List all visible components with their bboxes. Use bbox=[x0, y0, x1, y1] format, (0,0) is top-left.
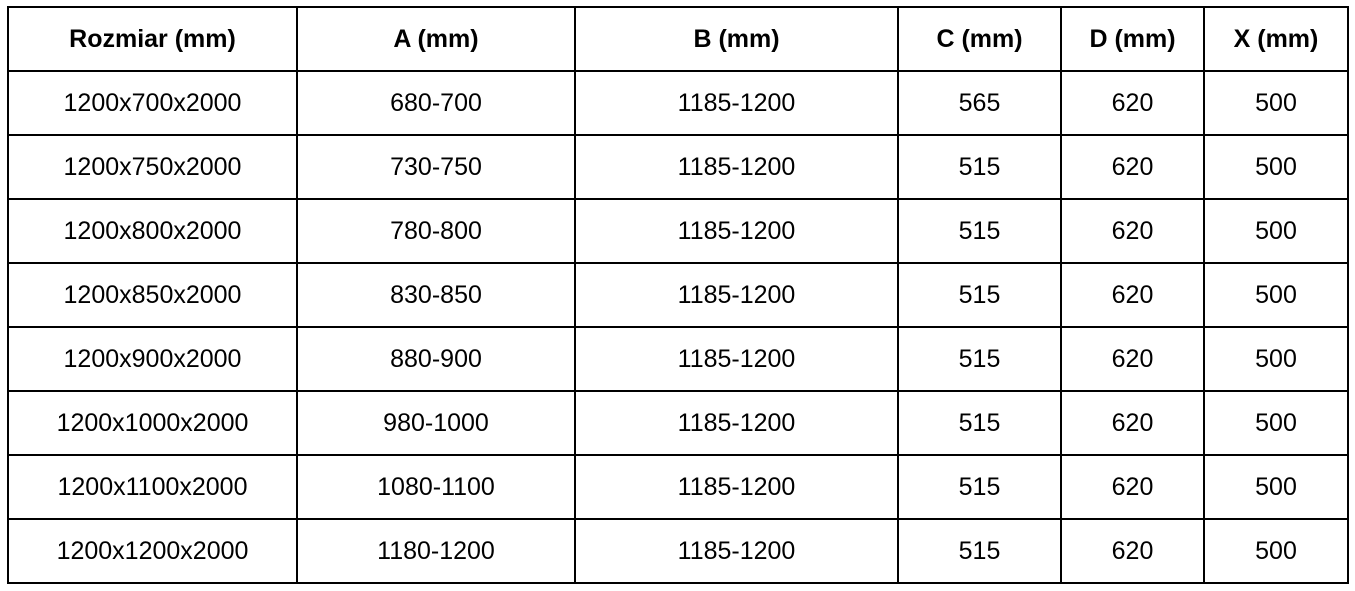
table-row: 1200x800x2000 780-800 1185-1200 515 620 500 bbox=[7, 198, 1349, 264]
cell-a: 1080-1100 bbox=[296, 454, 576, 520]
cell-c: 515 bbox=[897, 454, 1062, 520]
cell-x: 500 bbox=[1203, 134, 1349, 200]
cell-c: 515 bbox=[897, 326, 1062, 392]
cell-b: 1185-1200 bbox=[574, 70, 899, 136]
cell-d: 620 bbox=[1060, 518, 1205, 584]
header-c: C (mm) bbox=[897, 6, 1062, 72]
cell-d: 620 bbox=[1060, 262, 1205, 328]
cell-d: 620 bbox=[1060, 390, 1205, 456]
cell-a: 780-800 bbox=[296, 198, 576, 264]
table-row: 1200x900x2000 880-900 1185-1200 515 620 500 bbox=[7, 326, 1349, 392]
cell-b: 1185-1200 bbox=[574, 454, 899, 520]
cell-x: 500 bbox=[1203, 70, 1349, 136]
cell-d: 620 bbox=[1060, 454, 1205, 520]
table-row: 1200x1000x2000 980-1000 1185-1200 515 620 500 bbox=[7, 390, 1349, 456]
cell-b: 1185-1200 bbox=[574, 198, 899, 264]
cell-size: 1200x800x2000 bbox=[7, 198, 298, 264]
cell-a: 830-850 bbox=[296, 262, 576, 328]
table-row: 1200x1200x2000 1180-1200 1185-1200 515 620 50… bbox=[7, 518, 1349, 584]
cell-c: 515 bbox=[897, 262, 1062, 328]
cell-b: 1185-1200 bbox=[574, 390, 899, 456]
header-a: A (mm) bbox=[296, 6, 576, 72]
cell-d: 620 bbox=[1060, 134, 1205, 200]
cell-size: 1200x1000x2000 bbox=[7, 390, 298, 456]
cell-x: 500 bbox=[1203, 198, 1349, 264]
header-x: X (mm) bbox=[1203, 6, 1349, 72]
cell-size: 1200x1200x2000 bbox=[7, 518, 298, 584]
cell-size: 1200x700x2000 bbox=[7, 70, 298, 136]
dimensions-table: Rozmiar (mm) A (mm) B (mm) C (mm) D (mm) X (m… bbox=[7, 6, 1349, 584]
cell-a: 1180-1200 bbox=[296, 518, 576, 584]
cell-c: 515 bbox=[897, 390, 1062, 456]
cell-c: 515 bbox=[897, 134, 1062, 200]
cell-b: 1185-1200 bbox=[574, 326, 899, 392]
cell-size: 1200x750x2000 bbox=[7, 134, 298, 200]
cell-c: 515 bbox=[897, 518, 1062, 584]
cell-d: 620 bbox=[1060, 198, 1205, 264]
cell-x: 500 bbox=[1203, 390, 1349, 456]
cell-x: 500 bbox=[1203, 518, 1349, 584]
cell-d: 620 bbox=[1060, 70, 1205, 136]
cell-c: 565 bbox=[897, 70, 1062, 136]
header-b: B (mm) bbox=[574, 6, 899, 72]
cell-x: 500 bbox=[1203, 326, 1349, 392]
table-row: 1200x850x2000 830-850 1185-1200 515 620 500 bbox=[7, 262, 1349, 328]
cell-size: 1200x850x2000 bbox=[7, 262, 298, 328]
cell-size: 1200x1100x2000 bbox=[7, 454, 298, 520]
table-row: 1200x700x2000 680-700 1185-1200 565 620 500 bbox=[7, 70, 1349, 136]
cell-x: 500 bbox=[1203, 454, 1349, 520]
header-row: Rozmiar (mm) A (mm) B (mm) C (mm) D (mm) X (m… bbox=[7, 6, 1349, 72]
header-d: D (mm) bbox=[1060, 6, 1205, 72]
cell-b: 1185-1200 bbox=[574, 134, 899, 200]
cell-d: 620 bbox=[1060, 326, 1205, 392]
cell-b: 1185-1200 bbox=[574, 518, 899, 584]
cell-x: 500 bbox=[1203, 262, 1349, 328]
cell-a: 730-750 bbox=[296, 134, 576, 200]
header-size: Rozmiar (mm) bbox=[7, 6, 298, 72]
table-row: 1200x750x2000 730-750 1185-1200 515 620 500 bbox=[7, 134, 1349, 200]
cell-b: 1185-1200 bbox=[574, 262, 899, 328]
cell-a: 980-1000 bbox=[296, 390, 576, 456]
cell-c: 515 bbox=[897, 198, 1062, 264]
cell-a: 880-900 bbox=[296, 326, 576, 392]
cell-a: 680-700 bbox=[296, 70, 576, 136]
cell-size: 1200x900x2000 bbox=[7, 326, 298, 392]
table-row: 1200x1100x2000 1080-1100 1185-1200 515 620 50… bbox=[7, 454, 1349, 520]
